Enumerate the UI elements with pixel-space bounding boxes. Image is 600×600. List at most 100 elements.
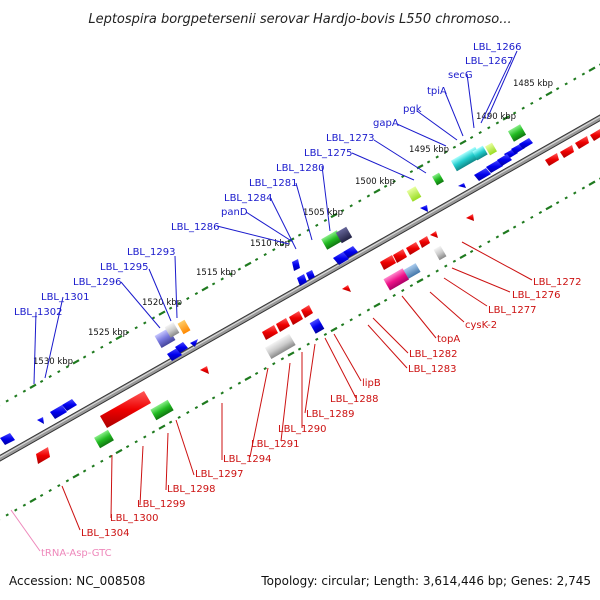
gene-arrow[interactable] (590, 129, 600, 141)
gene-label[interactable]: LBL_1282 (409, 349, 457, 360)
gene-label[interactable]: LBL_1290 (278, 424, 326, 435)
gene-arrow[interactable] (575, 136, 589, 149)
gene-label[interactable]: LBL_1297 (195, 469, 243, 480)
gene-arrow[interactable] (343, 246, 358, 258)
gene-label[interactable]: cysK-2 (465, 320, 497, 331)
gene-block[interactable] (335, 226, 353, 244)
ruler-dot (495, 235, 500, 239)
gene-label[interactable]: LBL_1289 (306, 409, 354, 420)
gene-arrow[interactable] (419, 236, 430, 248)
gene-block[interactable] (94, 429, 114, 449)
gene-arrow[interactable] (430, 231, 438, 238)
gene-arrow[interactable] (276, 318, 290, 332)
gene-block[interactable] (406, 186, 422, 202)
gene-label[interactable]: lipB (362, 378, 381, 389)
gene-arrow[interactable] (50, 405, 67, 419)
gene-label[interactable]: LBL_1275 (304, 148, 352, 159)
gene-label[interactable]: topA (437, 334, 460, 345)
gene-label[interactable]: LBL_1304 (81, 528, 129, 539)
gene-label[interactable]: LBL_1273 (326, 133, 374, 144)
gene-arrow[interactable] (289, 311, 303, 325)
gene-arrow[interactable] (37, 417, 44, 424)
gene-arrow[interactable] (458, 183, 466, 188)
gene-label[interactable]: LBL_1288 (330, 394, 378, 405)
gene-arrow[interactable] (262, 325, 278, 340)
gene-label[interactable]: LBL_1284 (224, 193, 272, 204)
gene-arrow[interactable] (342, 285, 351, 292)
gene-label[interactable]: LBL_1294 (223, 454, 271, 465)
gene-label[interactable]: panD (221, 207, 248, 218)
gene-arrow[interactable] (545, 153, 559, 166)
gene-label[interactable]: LBL_1296 (73, 277, 121, 288)
gene-label[interactable]: LBL_1298 (167, 484, 215, 495)
gene-arrow[interactable] (333, 252, 349, 265)
gene-arrow[interactable] (200, 366, 209, 374)
gene-label[interactable]: LBL_1293 (127, 247, 175, 258)
gene-arrow[interactable] (175, 342, 188, 353)
kbp-labels: 1485 kbp 1490 kbp 1495 kbp 1500 kbp 1505… (33, 79, 553, 367)
gene-arrow[interactable] (292, 259, 300, 271)
ruler-dot (521, 220, 525, 224)
gene-label[interactable]: LBL_1276 (512, 290, 560, 301)
gene-arrow[interactable] (62, 399, 77, 411)
gene-label[interactable]: LBL_1266 (473, 42, 521, 53)
gene-arrow[interactable] (393, 249, 407, 263)
gene-arrow[interactable] (190, 339, 198, 347)
gene-block[interactable] (472, 145, 488, 161)
gene-label[interactable]: LBL_1277 (488, 305, 536, 316)
gene-label[interactable]: LBL_1267 (465, 56, 513, 67)
ruler-dot (82, 469, 87, 473)
gene-arrow[interactable] (380, 255, 396, 270)
gene-label[interactable]: pgk (403, 104, 422, 115)
gene-arrow[interactable] (420, 205, 428, 212)
gene-arrow[interactable] (406, 242, 420, 255)
gene-block[interactable] (177, 319, 191, 335)
ruler-dot (358, 199, 362, 203)
gene-label[interactable]: LBL_1281 (249, 178, 297, 189)
gene-label[interactable]: LBL_1295 (100, 262, 148, 273)
gene-label[interactable]: gapA (373, 118, 399, 129)
forward-leader-lines (33, 50, 518, 385)
gene-arrow[interactable] (306, 270, 315, 280)
gene-arrow[interactable] (466, 214, 474, 221)
gene-block[interactable] (403, 263, 421, 279)
gene-block[interactable] (309, 318, 325, 334)
gene-arrow[interactable] (486, 160, 503, 173)
gene-block[interactable] (433, 245, 447, 261)
gene-label[interactable]: LBL_1300 (110, 513, 158, 524)
gene-block[interactable] (383, 268, 410, 291)
gene-arrow[interactable] (167, 348, 182, 361)
gene-arrow[interactable] (297, 274, 307, 286)
gene-block[interactable] (507, 124, 527, 142)
gene-block[interactable] (264, 333, 296, 360)
gene-block[interactable] (432, 172, 444, 186)
ruler-dot (306, 342, 310, 346)
ruler-dot (487, 126, 491, 130)
gene-label[interactable]: LBL_1291 (251, 439, 299, 450)
gene-label[interactable]: tpiA (427, 86, 447, 97)
ruler-dot (478, 245, 482, 249)
gene-arrow[interactable] (519, 138, 533, 149)
gene-arrow[interactable] (301, 305, 313, 318)
inner-ruler (0, 177, 600, 521)
gene-label[interactable]: LBL_1286 (171, 222, 219, 233)
gene-block[interactable] (150, 399, 174, 421)
ruler-dot (91, 464, 95, 468)
gene-arrow[interactable] (0, 433, 15, 445)
ruler-dot (272, 248, 276, 252)
gene-label[interactable]: secG (448, 70, 473, 81)
gene-arrow[interactable] (497, 154, 512, 166)
gene-arrow[interactable] (474, 168, 491, 181)
gene-block[interactable] (485, 142, 497, 156)
gene-arrow[interactable] (560, 145, 574, 158)
gene-label[interactable]: LBL_1283 (408, 364, 456, 375)
gene-label[interactable]: LBL_1272 (533, 277, 581, 288)
gene-label[interactable]: LBL_1299 (137, 499, 185, 510)
gene-label[interactable]: LBL_1280 (276, 163, 324, 174)
gene-label[interactable]: LBL_1301 (41, 292, 89, 303)
gene-block[interactable] (164, 322, 180, 338)
gene-arrow[interactable] (100, 391, 151, 428)
gene-label[interactable]: tRNA-Asp-GTC (41, 548, 112, 559)
gene-arrow[interactable] (36, 447, 50, 464)
gene-label[interactable]: LBL_1302 (14, 307, 62, 318)
